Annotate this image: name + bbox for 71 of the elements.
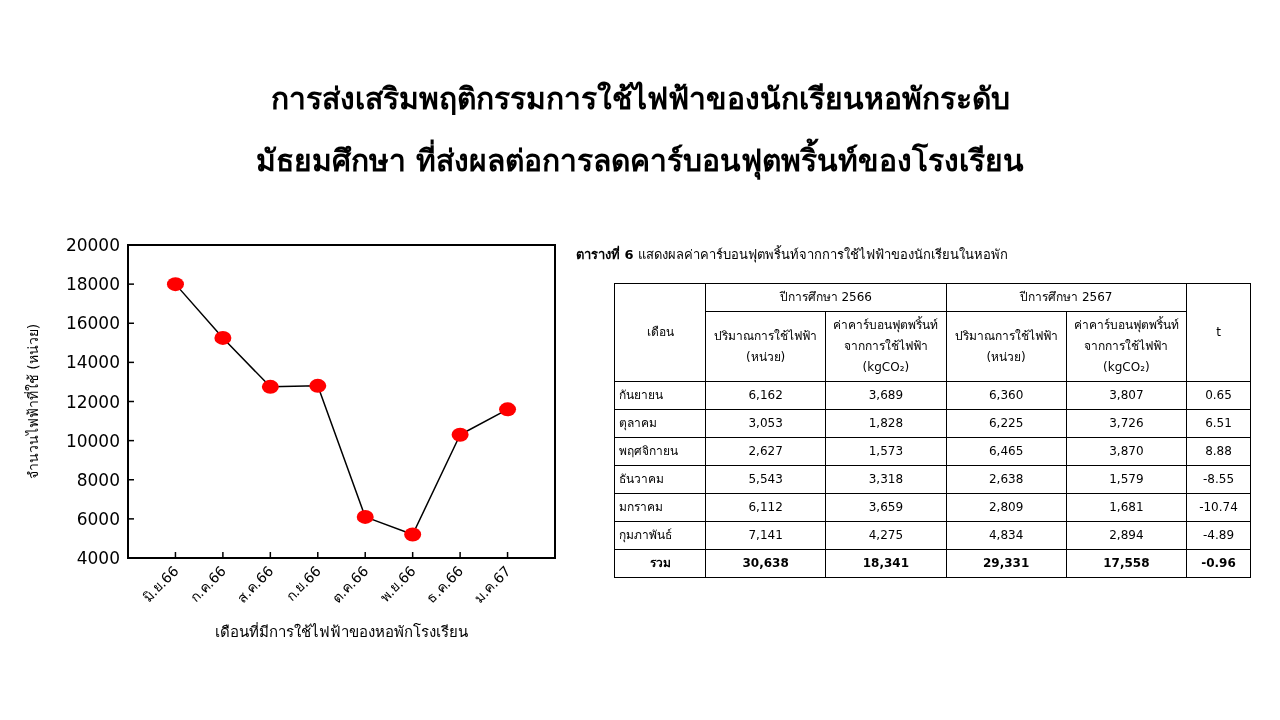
category-label: ค่าคาร์บอนฟุตพริ้นท์จากการใช้ไฟฟ้า (kgCO₂) bbox=[1066, 311, 1187, 382]
text: 6,162 bbox=[748, 388, 783, 402]
text: 2,627 bbox=[748, 444, 783, 458]
text: -4.89 bbox=[1202, 528, 1235, 542]
point bbox=[309, 378, 327, 393]
point bbox=[499, 402, 517, 417]
y-tick-label: 8000 bbox=[76, 469, 120, 490]
text: ปีการศึกษา 2567 bbox=[946, 283, 1187, 312]
text: 3,318 bbox=[868, 472, 904, 486]
point bbox=[404, 527, 422, 542]
text: -10.74 bbox=[1199, 500, 1238, 514]
text: 3,726 bbox=[1109, 416, 1144, 430]
y-tick-label: 6000 bbox=[76, 508, 120, 529]
y-tick-label: 20000 bbox=[65, 235, 120, 255]
text: 3,659 bbox=[868, 500, 904, 514]
category-label: รวม bbox=[649, 556, 671, 570]
text: 4,275 bbox=[868, 528, 904, 542]
category-label: ธันวาคม bbox=[619, 472, 664, 486]
category-label: ปริมาณการใช้ไฟฟ้า (หน่วย) bbox=[946, 311, 1067, 382]
text: การส่งเสริมพฤติกรรมการใช้ไฟฟ้าของนักเรียนหอพักระดับมัธยมศึกษา ที่ส่งผลต่อการลดคาร์บอนฟุตพริ้นท์ของโรงเรียน bbox=[254, 80, 1026, 182]
text: 6,112 bbox=[748, 500, 783, 514]
text: 0.65 bbox=[1205, 388, 1232, 402]
text: 4,834 bbox=[988, 528, 1024, 542]
y-tick-label: 10000 bbox=[65, 430, 120, 451]
category-label: พฤศจิกายน bbox=[619, 444, 678, 458]
category-label: กุมภาพันธ์ bbox=[619, 528, 672, 542]
point bbox=[166, 277, 184, 292]
text: 3,870 bbox=[1109, 444, 1144, 458]
text: ปีการศึกษา 2566 bbox=[705, 283, 946, 312]
text: 2,638 bbox=[988, 472, 1024, 486]
text: -8.55 bbox=[1202, 472, 1235, 486]
text: 30,638 bbox=[742, 556, 789, 570]
text: 1,828 bbox=[868, 416, 904, 430]
text: 8.88 bbox=[1205, 444, 1232, 458]
text: 3,807 bbox=[1109, 388, 1144, 402]
point bbox=[451, 427, 469, 442]
text: 1,681 bbox=[1109, 500, 1144, 514]
y-tick-label: 4000 bbox=[76, 548, 120, 568]
y-tick-label: 16000 bbox=[65, 313, 120, 334]
text: 6.51 bbox=[1205, 416, 1232, 430]
category-label: กันยายน bbox=[619, 388, 663, 402]
point bbox=[261, 379, 279, 394]
text: 1,579 bbox=[1109, 472, 1144, 486]
text: 6,360 bbox=[988, 388, 1024, 402]
category-label: มกราคม bbox=[619, 500, 663, 514]
category-label: ปริมาณการใช้ไฟฟ้า (หน่วย) bbox=[705, 311, 826, 382]
category-label: t bbox=[1186, 283, 1251, 382]
text: -0.96 bbox=[1201, 556, 1236, 570]
text: 17,558 bbox=[1103, 556, 1150, 570]
y-axis-title: จำนวนไฟฟ้าที่ใช้ (หน่วย) bbox=[24, 323, 41, 480]
y-tick-label: 18000 bbox=[65, 274, 120, 295]
text: 7,141 bbox=[748, 528, 783, 542]
y-tick-label: 12000 bbox=[65, 391, 120, 412]
category-label: เดือน bbox=[614, 283, 706, 382]
text: 6,465 bbox=[988, 444, 1024, 458]
text: 5,543 bbox=[748, 472, 783, 486]
text: 2,809 bbox=[988, 500, 1024, 514]
text: 29,331 bbox=[982, 556, 1030, 570]
text: 6,225 bbox=[988, 416, 1024, 430]
text: 18,341 bbox=[862, 556, 910, 570]
y-tick-label: 14000 bbox=[65, 352, 120, 373]
text: 3,689 bbox=[868, 388, 904, 402]
category-label: ค่าคาร์บอนฟุตพริ้นท์จากการใช้ไฟฟ้า (kgCO₂) bbox=[825, 311, 946, 382]
text: 3,053 bbox=[748, 416, 783, 430]
point bbox=[214, 330, 232, 345]
category-label: ตุลาคม bbox=[619, 416, 657, 430]
text: 2,894 bbox=[1109, 528, 1144, 542]
x-axis-title: เดือนที่มีการใช้ไฟฟ้าของหอพักโรงเรียน bbox=[215, 621, 468, 641]
text: 1,573 bbox=[868, 444, 904, 458]
text: ตารางที่ 6 แสดงผลค่าคาร์บอนฟุตพริ้นท์จากการใช้ไฟฟ้าของนักเรียนในหอพัก bbox=[576, 247, 1008, 262]
point bbox=[356, 509, 374, 524]
